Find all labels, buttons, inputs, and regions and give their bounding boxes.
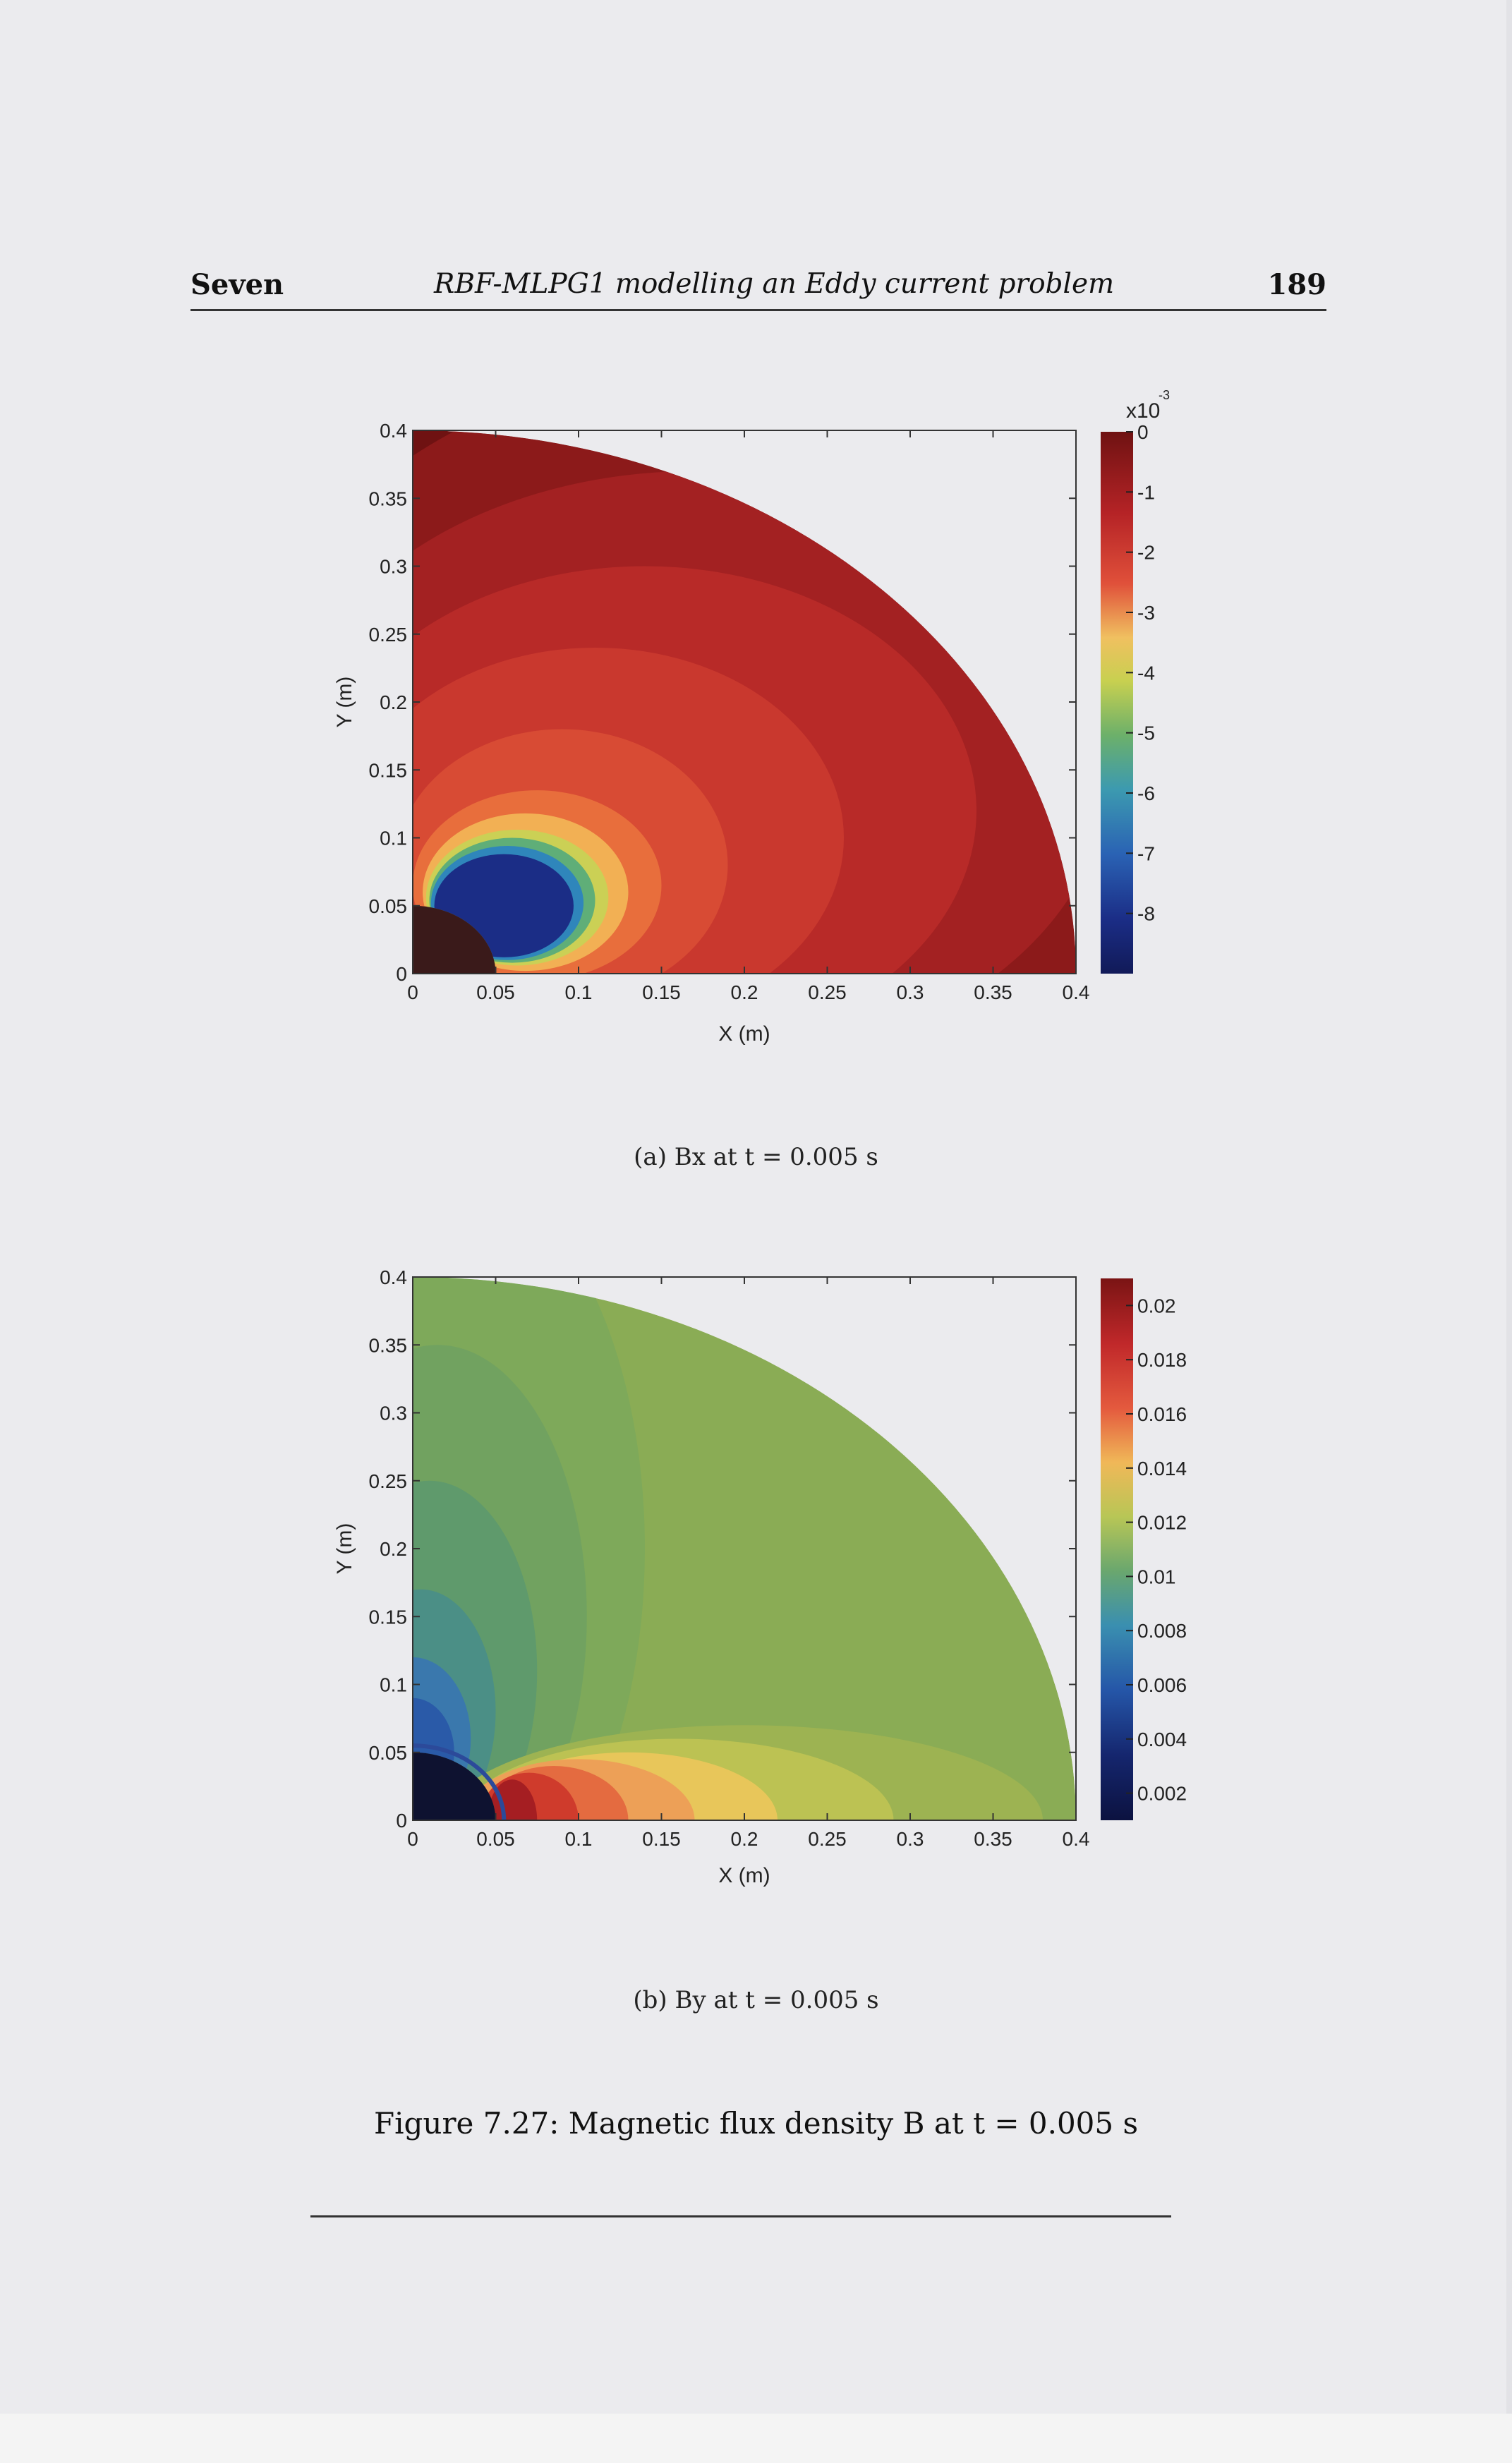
colorbar-tick-label: 0.012 (1137, 1512, 1187, 1534)
x-tick-label: 0.15 (642, 981, 681, 1003)
colorbar-tick-label: 0.004 (1137, 1729, 1187, 1750)
colorbar-tick-label: -4 (1137, 662, 1155, 684)
x-tick-label: 0.05 (476, 1828, 515, 1850)
y-tick-label: 0.05 (369, 1742, 408, 1764)
colorbar-tick-label: 0.016 (1137, 1403, 1187, 1425)
colorbar-tick-label: 0.002 (1137, 1783, 1187, 1805)
by-y-axis-label: Y (m) (333, 1523, 356, 1575)
chapter-title: RBF-MLPG1 modelling an Eddy current prob… (434, 268, 1115, 300)
y-tick-label: 0.4 (380, 1266, 407, 1288)
chapter-label: Seven (190, 268, 284, 301)
x-tick-label: 0.1 (565, 981, 593, 1003)
colorbar-tick-label: 0.01 (1137, 1566, 1176, 1587)
bx-x-axis-label: X (m) (718, 1022, 770, 1046)
colorbar-tick-label: 0.02 (1137, 1295, 1176, 1317)
y-tick-label: 0.3 (380, 1403, 407, 1424)
x-tick-label: 0.1 (565, 1828, 593, 1850)
bx-colorbar-exponent: -3 (1159, 388, 1170, 402)
colorbar-tick-label: -6 (1137, 782, 1155, 804)
x-tick-label: 0.35 (974, 981, 1012, 1003)
colorbar-tick-label: 0.008 (1137, 1620, 1187, 1642)
y-tick-label: 0.1 (380, 828, 407, 849)
x-tick-label: 0 (407, 1828, 418, 1850)
colorbar-tick-label: -7 (1137, 842, 1155, 864)
inner-conductor (413, 1752, 496, 1820)
by-colorbar (1101, 1278, 1133, 1820)
y-tick-label: 0.25 (369, 624, 408, 646)
x-tick-label: 0.05 (476, 981, 515, 1003)
y-tick-label: 0.35 (369, 1334, 408, 1356)
y-tick-label: 0.05 (369, 895, 408, 917)
colorbar-tick-label: -3 (1137, 602, 1155, 624)
y-tick-label: 0 (396, 963, 407, 985)
bx-axes: 0 0.05 0.1 0.15 0.2 0.25 0.3 0.35 0.4 0 0.05 0.1 0.1… (369, 420, 1090, 1003)
subfigure-b-caption: (b) By at t = 0.005 s (633, 1986, 879, 2014)
colorbar-tick-label: -1 (1137, 481, 1155, 503)
bx-colorbar-ticks: 0 -1 -2 -3 -4 -5 -6 -7 -8 (1126, 421, 1155, 925)
colorbar-tick-label: 0.018 (1137, 1349, 1187, 1371)
by-contour-plot: 0 0.05 0.1 0.15 0.2 0.25 0.3 0.35 0.4 0 0.05 0.1 0.1… (333, 1266, 1187, 1887)
x-tick-label: 0.2 (731, 1828, 758, 1850)
by-field (413, 1277, 1076, 1820)
scan-edge (1506, 0, 1512, 2463)
x-tick-label: 0.15 (642, 1828, 681, 1850)
y-tick-label: 0.2 (380, 1538, 407, 1560)
colorbar-tick-label: 0.014 (1137, 1458, 1187, 1479)
running-header: Seven RBF-MLPG1 modelling an Eddy curren… (190, 268, 1327, 311)
figure-caption: Figure 7.27: Magnetic flux density B at … (373, 2106, 1139, 2141)
inner-conductor (413, 905, 496, 974)
x-tick-label: 0.3 (897, 1828, 924, 1850)
colorbar-tick-label: -8 (1137, 903, 1155, 925)
footer-rule (310, 2215, 1171, 2217)
y-tick-label: 0 (396, 1810, 407, 1832)
x-tick-label: 0 (407, 981, 418, 1003)
colorbar-tick-label: 0.006 (1137, 1674, 1187, 1696)
x-tick-label: 0.3 (897, 981, 924, 1003)
y-tick-label: 0.3 (380, 556, 407, 578)
by-colorbar-ticks: 0.02 0.018 0.016 0.014 0.012 0.01 0.008 0.006 0.… (1126, 1295, 1187, 1805)
colorbar-tick-label: -2 (1137, 542, 1155, 564)
colorbar-tick-label: 0 (1137, 421, 1149, 443)
x-tick-label: 0.4 (1063, 1828, 1090, 1850)
x-tick-label: 0.25 (808, 981, 847, 1003)
x-tick-label: 0.35 (974, 1828, 1012, 1850)
x-tick-label: 0.25 (808, 1828, 847, 1850)
x-tick-label: 0.4 (1063, 981, 1090, 1003)
y-tick-label: 0.2 (380, 691, 407, 713)
subfigure-a-caption: (a) Bx at t = 0.005 s (634, 1143, 878, 1171)
x-tick-label: 0.2 (731, 981, 758, 1003)
header-rule (190, 309, 1326, 311)
page-number: 189 (1267, 268, 1327, 301)
y-tick-label: 0.35 (369, 488, 408, 509)
y-tick-label: 0.15 (369, 1606, 408, 1628)
bx-colorbar (1101, 432, 1133, 974)
y-tick-label: 0.4 (380, 420, 407, 442)
scan-edge-bottom (0, 2414, 1512, 2463)
y-tick-label: 0.1 (380, 1674, 407, 1696)
by-x-axis-label: X (m) (718, 1864, 770, 1887)
bx-colorbar-multiplier: x10 (1126, 399, 1160, 423)
colorbar-tick-label: -5 (1137, 722, 1155, 744)
by-axes: 0 0.05 0.1 0.15 0.2 0.25 0.3 0.35 0.4 0 0.05 0.1 0.1… (369, 1266, 1090, 1850)
y-tick-label: 0.25 (369, 1470, 408, 1492)
bx-y-axis-label: Y (m) (333, 677, 356, 728)
y-tick-label: 0.15 (369, 759, 408, 781)
bx-contour-plot: 0 0.05 0.1 0.15 0.2 0.25 0.3 0.35 0.4 0 0.05 0.1 0.1… (333, 388, 1170, 1046)
field-contours (413, 1277, 1076, 1820)
